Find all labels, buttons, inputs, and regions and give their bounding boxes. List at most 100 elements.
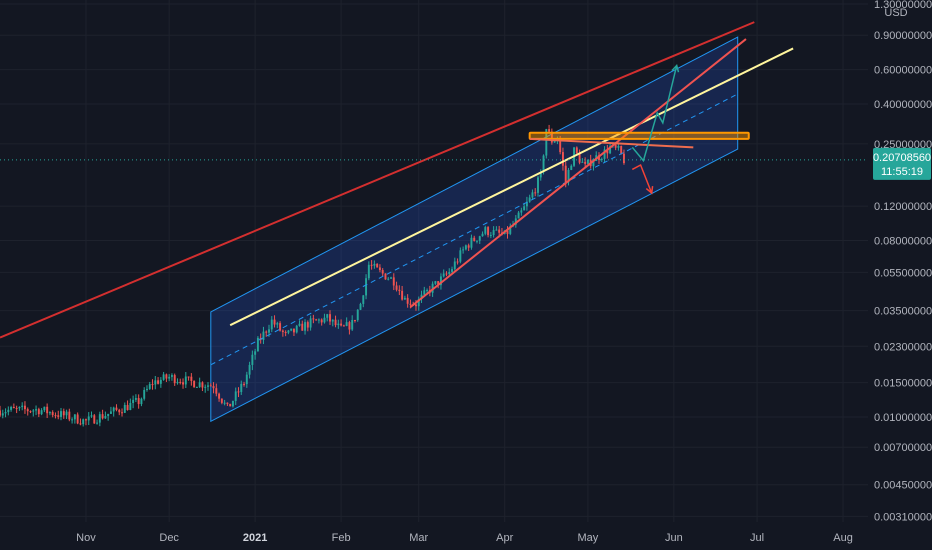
candle-body <box>312 318 315 320</box>
candle-body <box>126 404 129 411</box>
candle-body <box>201 382 204 388</box>
candle-body <box>614 144 617 148</box>
candle-body <box>154 380 157 385</box>
candle-body <box>415 304 417 307</box>
candle-body <box>245 374 248 385</box>
candle-body <box>68 411 71 420</box>
candle-body <box>489 234 492 236</box>
candles <box>0 124 625 427</box>
candle-body <box>539 172 542 178</box>
candle-body <box>606 149 609 154</box>
candle-body <box>448 271 451 275</box>
last-price-badge: 0.20708560 11:55:19 <box>873 147 931 180</box>
candle-body <box>531 192 534 198</box>
candle-body <box>523 206 526 211</box>
candle-body <box>340 323 343 326</box>
candle-body <box>545 129 548 156</box>
candle-body <box>48 412 51 414</box>
candle-body <box>193 380 196 388</box>
candle-body <box>362 295 365 304</box>
candle-body <box>517 212 520 219</box>
candle-body <box>442 273 445 277</box>
candle-body <box>423 290 426 295</box>
candle-body <box>159 379 162 384</box>
candle-body <box>98 414 101 423</box>
candle-body <box>528 197 531 202</box>
candle-body <box>353 320 356 322</box>
candle-body <box>492 230 495 235</box>
candle-body <box>190 376 193 381</box>
candle-body <box>207 385 209 387</box>
long-term-resistance <box>0 21 755 339</box>
candle-body <box>476 240 478 242</box>
candle-body <box>320 319 323 323</box>
candle-body <box>129 402 132 411</box>
candle-body <box>609 146 612 154</box>
candle-body <box>168 376 171 379</box>
candle-body <box>514 218 517 225</box>
candle-body <box>212 386 215 389</box>
candle-body <box>187 376 190 378</box>
candle-body <box>184 376 187 385</box>
time-axis[interactable]: Nov Dec 2021 Feb Mar Apr May Jun Jul Aug <box>0 524 932 550</box>
y-tick-label: 0.02300000 <box>874 341 932 353</box>
x-tick-label: Dec <box>159 532 179 544</box>
candle-body <box>317 319 320 321</box>
y-tick-label: 0.60000000 <box>874 65 932 77</box>
candle-body <box>498 229 501 233</box>
candle-body <box>592 160 595 167</box>
candle-body <box>323 317 326 323</box>
candle-body <box>495 229 498 231</box>
candle-body <box>484 227 487 234</box>
candle-body <box>351 320 354 330</box>
candle-body <box>243 383 246 385</box>
x-tick-label: Feb <box>332 532 351 544</box>
x-tick-label: May <box>578 532 599 544</box>
candle-body <box>487 227 490 236</box>
x-tick-label: Mar <box>409 532 428 544</box>
candle-body <box>564 165 567 183</box>
y-tick-label: 0.40000000 <box>874 99 932 111</box>
price-axis[interactable]: USD 1.30000000 0.90000000 0.60000000 0.4000… <box>868 0 932 524</box>
candle-body <box>276 323 279 325</box>
candle-body <box>287 330 290 333</box>
candle-body <box>137 398 140 405</box>
candle-body <box>251 354 254 365</box>
candle-body <box>570 165 573 170</box>
x-tick-label: 2021 <box>243 532 267 544</box>
yellow-trendline <box>229 47 794 327</box>
candle-body <box>481 233 484 237</box>
candle-body <box>37 409 40 415</box>
x-tick-label: Jul <box>750 532 764 544</box>
bullish-path-arrowhead <box>671 64 680 73</box>
candle-body <box>229 403 232 407</box>
candle-body <box>23 405 26 410</box>
candle-body <box>298 323 301 326</box>
candle-body <box>403 297 406 300</box>
candle-body <box>240 383 243 392</box>
candle-body <box>32 410 35 412</box>
candle-body <box>561 152 564 166</box>
candle-body <box>209 385 212 387</box>
resistance-zone <box>528 131 750 140</box>
candle-body <box>600 158 603 160</box>
candle-body <box>35 409 38 411</box>
candle-body <box>304 322 307 331</box>
candle-body <box>365 278 368 296</box>
y-tick-label: 0.00310000 <box>874 511 932 523</box>
y-tick-label: 0.00450000 <box>874 480 932 492</box>
candle-body <box>395 285 398 290</box>
candle-body <box>101 414 104 419</box>
candle-body <box>226 402 229 404</box>
candle-body <box>107 413 110 417</box>
candle-body <box>57 415 60 417</box>
candle-body <box>179 381 182 383</box>
candle-body <box>426 290 429 292</box>
candle-body <box>359 303 362 310</box>
candle-countdown: 11:55:19 <box>881 166 923 178</box>
candle-body <box>62 411 65 416</box>
x-tick-label: Apr <box>496 532 513 544</box>
candle-body <box>437 281 440 286</box>
candle-body <box>4 412 7 414</box>
